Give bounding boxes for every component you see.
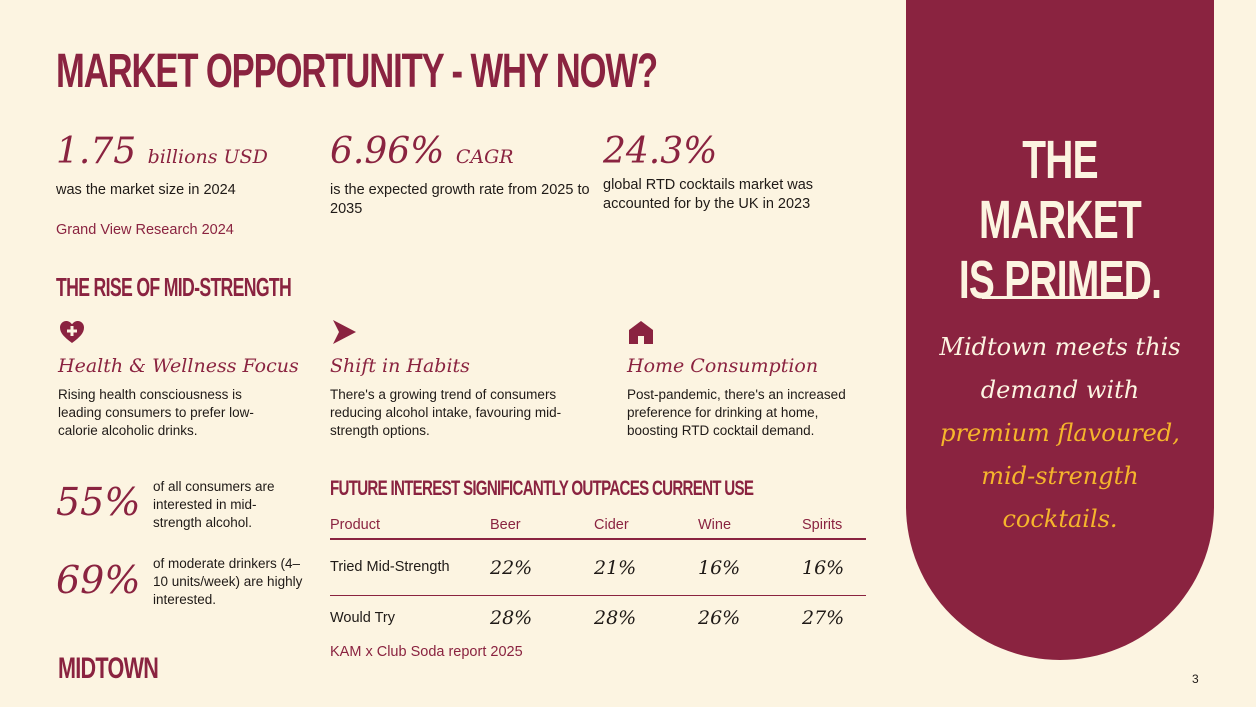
page-number: 3: [1192, 672, 1199, 686]
table-header: Wine: [698, 517, 732, 533]
divider: [982, 296, 1138, 299]
side-panel: THE MARKET IS PRIMED. Midtown meets this…: [906, 0, 1214, 660]
stat-description: global RTD cocktails market was accounte…: [603, 177, 814, 212]
percentage-text: of all consumers are interested in mid-s…: [153, 479, 275, 530]
panel-heading: THE MARKET IS PRIMED.: [949, 130, 1171, 310]
interest-table: Product Beer Cider Wine Spirits Tried Mi…: [330, 512, 866, 640]
stat-market-size: 1.75 billions USD was the market size in…: [56, 130, 316, 200]
stat-unit: billions USD: [147, 146, 268, 168]
trend-health-wellness: Health & Wellness Focus Rising health co…: [58, 318, 328, 440]
stat-description: is the expected growth rate from 2025 to…: [330, 182, 590, 217]
stat-description: was the market size in 2024: [56, 182, 236, 198]
stat-uk-share: 24.3% global RTD cocktails market was ac…: [603, 130, 863, 214]
trend-home-consumption: Home Consumption Post-pandemic, there's …: [627, 318, 897, 440]
table-header: Beer: [490, 517, 521, 533]
table-cell: 28%: [594, 607, 637, 629]
trend-title: Shift in Habits: [330, 355, 470, 377]
table-cell: 22%: [490, 556, 533, 579]
stat-unit: CAGR: [455, 146, 514, 168]
percentage-value: 69%: [56, 558, 141, 602]
table-header: Cider: [594, 517, 629, 533]
stat-value: 24.3%: [603, 131, 718, 172]
table-row: Tried Mid-Strength 22% 21% 16% 16%: [330, 540, 866, 596]
panel-text-highlight: premium flavoured, mid-strength cocktail…: [940, 419, 1180, 533]
table-cell: 27%: [802, 607, 845, 629]
percentage-stat-69: 69% of moderate drinkers (4–10 units/wee…: [56, 555, 302, 611]
panel-heading-line: IS PRIMED.: [958, 250, 1162, 310]
panel-text-plain: Midtown meets this demand with: [939, 333, 1181, 404]
stat-value: 1.75: [56, 131, 137, 172]
table-row-label: Tried Mid-Strength: [330, 559, 450, 575]
table-row-label: Would Try: [330, 609, 396, 626]
table-header: Spirits: [802, 517, 843, 533]
percentage-value: 55%: [56, 480, 141, 524]
table-row: Would Try 28% 28% 26% 27%: [330, 596, 866, 640]
section-title: THE RISE OF MID-STRENGTH: [56, 272, 292, 302]
home-icon: [629, 321, 653, 344]
logo: MIDTOWN: [58, 652, 159, 685]
source-citation: Grand View Research 2024: [56, 222, 234, 238]
arrow-right-icon: [333, 320, 356, 344]
heart-plus-icon: [60, 321, 84, 343]
trend-description: Rising health consciousness is leading c…: [58, 387, 254, 438]
percentage-stat-55: 55% of all consumers are interested in m…: [56, 478, 296, 534]
stat-growth-rate: 6.96% CAGR is the expected growth rate f…: [330, 130, 590, 219]
panel-text: Midtown meets this demand with premium f…: [926, 326, 1194, 541]
trend-shift-habits: Shift in Habits There's a growing trend …: [330, 318, 600, 440]
panel-heading-line: THE MARKET: [979, 130, 1142, 250]
table-cell: 21%: [594, 556, 637, 579]
table-cell: 16%: [698, 556, 741, 579]
source-citation: KAM x Club Soda report 2025: [330, 644, 523, 660]
percentage-text: of moderate drinkers (4–10 units/week) a…: [153, 556, 303, 607]
table-cell: 16%: [802, 556, 845, 579]
table-title: FUTURE INTEREST SIGNIFICANTLY OUTPACES C…: [330, 477, 754, 500]
trend-title: Home Consumption: [627, 355, 819, 377]
trend-description: There's a growing trend of consumers red…: [330, 387, 562, 438]
stat-value: 6.96%: [330, 131, 445, 172]
table-cell: 28%: [490, 607, 533, 629]
trend-title: Health & Wellness Focus: [58, 355, 299, 377]
trend-description: Post-pandemic, there's an increased pref…: [627, 387, 846, 438]
table-header-row: Product Beer Cider Wine Spirits: [330, 512, 866, 540]
table-cell: 26%: [698, 607, 741, 629]
table-header: Product: [330, 516, 380, 533]
page-title: MARKET OPPORTUNITY - WHY NOW?: [56, 45, 658, 98]
